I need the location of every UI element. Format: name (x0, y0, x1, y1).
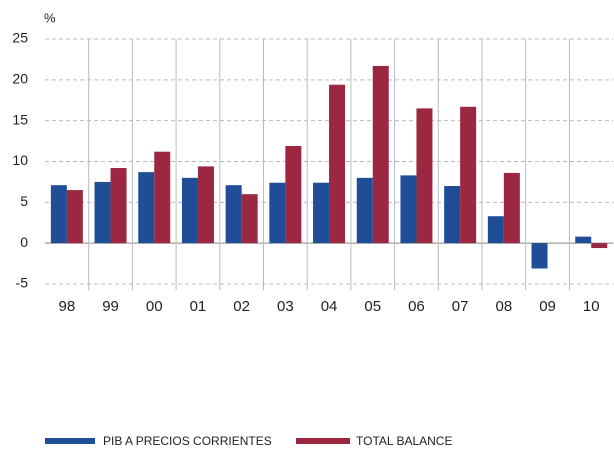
y-tick-label: 5 (20, 193, 28, 209)
bar (591, 243, 608, 249)
x-tick-label: 00 (146, 298, 163, 315)
bar (400, 175, 417, 244)
x-tick-label: 09 (539, 298, 556, 315)
y-axis-label: % (44, 10, 56, 25)
y-tick-label: -5 (16, 275, 29, 291)
legend-label: TOTAL BALANCE (356, 434, 452, 448)
legend-label: PIB A PRECIOS CORRIENTES (103, 434, 272, 448)
bar (138, 172, 155, 244)
bar (372, 65, 389, 244)
bar (487, 216, 504, 244)
bar (531, 243, 548, 269)
y-tick-label: 10 (12, 152, 28, 168)
y-tick-label: 15 (12, 111, 28, 127)
bar (50, 185, 67, 244)
x-tick-label: 04 (321, 298, 338, 315)
bar (356, 177, 373, 244)
bar (444, 186, 461, 244)
x-tick-label: 10 (583, 298, 600, 315)
x-tick-label: 02 (233, 298, 250, 315)
bar (181, 177, 198, 244)
x-tick-label: 98 (59, 298, 76, 315)
bar (503, 172, 520, 244)
bar (285, 145, 302, 244)
bar (110, 168, 127, 244)
bar (329, 84, 346, 244)
bar (269, 182, 286, 244)
x-tick-label: 01 (190, 298, 207, 315)
legend-swatch (296, 438, 350, 444)
bar (225, 185, 242, 244)
bar (575, 236, 592, 244)
x-tick-label: 08 (496, 298, 513, 315)
x-tick-label: 03 (277, 298, 294, 315)
y-tick-label: 0 (20, 234, 28, 250)
bar (313, 182, 330, 244)
legend-swatch (45, 438, 95, 444)
bar (94, 181, 111, 244)
y-tick-label: 20 (12, 71, 28, 87)
bar (241, 194, 258, 244)
bar (460, 106, 477, 244)
x-tick-label: 06 (408, 298, 425, 315)
y-tick-label: 25 (12, 30, 28, 46)
x-tick-label: 99 (102, 298, 119, 315)
bar (197, 166, 214, 244)
bar (416, 108, 433, 244)
x-tick-label: 05 (364, 298, 381, 315)
bar (66, 190, 83, 244)
x-tick-label: 07 (452, 298, 469, 315)
bar (154, 151, 171, 244)
